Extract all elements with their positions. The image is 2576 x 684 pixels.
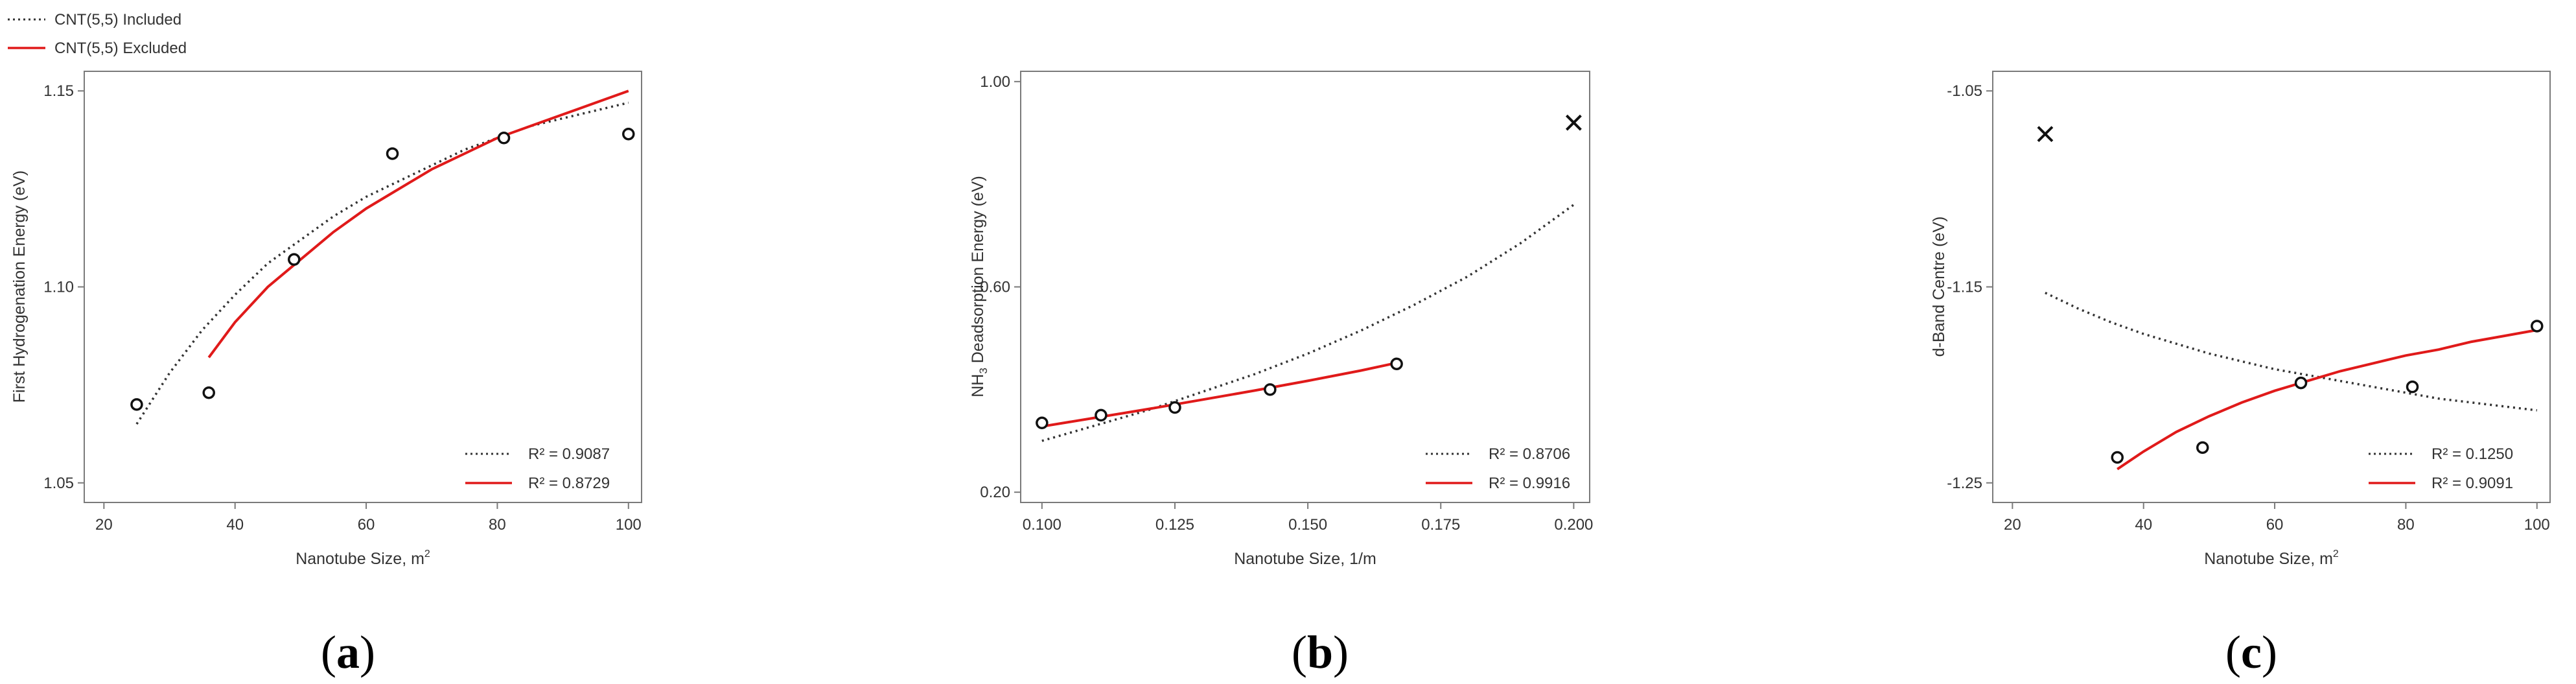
r2-legend-b: R² = 0.8706 R² = 0.9916 (1426, 445, 1570, 492)
data-point (386, 147, 399, 160)
y-tick-label: 1.15 (43, 82, 74, 100)
panel-b: 0.100 0.125 0.150 0.175 0.200 0.20 0.60 1.00 R²… (969, 71, 1593, 678)
legend-excluded-label: CNT(5,5) Excluded (54, 40, 187, 57)
fit-curve-included (1041, 204, 1575, 442)
data-point (202, 386, 215, 399)
x-tick-label: 0.100 (1023, 516, 1062, 534)
fit-curve-excluded (2117, 329, 2538, 471)
r2-included-b: R² = 0.8706 (1489, 445, 1570, 463)
x-tick-label: 40 (2135, 516, 2152, 534)
data-point (622, 127, 635, 141)
x-tick-label: 0.150 (1288, 516, 1327, 534)
y-axis-label-b: NH3 Deadsorption Energy (eV) (969, 176, 990, 397)
data-points-c (2037, 126, 2544, 464)
panel-label-b: (b) (1292, 626, 1349, 678)
panel-label-a: (a) (321, 626, 375, 678)
fit-curves-a (135, 89, 629, 425)
fit-curve-excluded (207, 89, 629, 359)
data-point (1095, 408, 1108, 422)
top-legend: CNT(5,5) Included CNT(5,5) Excluded (8, 11, 187, 57)
y-tick-label: 1.05 (43, 475, 74, 492)
plot-area-a (84, 71, 642, 503)
legend-included-label: CNT(5,5) Included (54, 11, 181, 29)
data-point-excluded (1565, 114, 1582, 131)
data-point (2531, 320, 2544, 333)
y-tick-label: 0.20 (980, 484, 1010, 501)
y-axis-label-c: d-Band Centre (eV) (1930, 217, 1948, 357)
x-tick-label: 60 (358, 516, 375, 534)
data-point (497, 132, 511, 145)
data-point (2111, 451, 2124, 464)
x-tick-label: 60 (2266, 516, 2284, 534)
fit-curves-b (1041, 204, 1575, 442)
r2-excluded-c: R² = 0.9091 (2431, 475, 2513, 492)
data-point-excluded (2037, 126, 2054, 143)
x-tick-label: 80 (2397, 516, 2415, 534)
data-point (1390, 357, 1403, 370)
x-axis-label-a: Nanotube Size, m2 (296, 548, 430, 568)
r2-excluded-b: R² = 0.9916 (1489, 475, 1570, 492)
data-point (1264, 383, 1277, 396)
fit-curve-included (2045, 292, 2538, 412)
r2-legend-a: R² = 0.9087 R² = 0.8729 (465, 445, 610, 492)
axis-ticks-c: 20 40 60 80 100 -1.25 -1.15 -1.05 (1947, 82, 2549, 534)
r2-included-a: R² = 0.9087 (528, 445, 610, 463)
axis-ticks-b: 0.100 0.125 0.150 0.175 0.200 0.20 0.60 1.00 (980, 73, 1593, 534)
x-tick-label: 100 (616, 516, 642, 534)
data-point (1168, 401, 1181, 414)
fit-curves-c (2045, 292, 2538, 471)
plot-area-c (1992, 71, 2551, 503)
data-point (288, 253, 301, 266)
x-tick-label: 20 (95, 516, 113, 534)
r2-excluded-a: R² = 0.8729 (528, 475, 610, 492)
data-point (2294, 376, 2308, 390)
axis-ticks-a: 20 40 60 80 100 1.05 1.10 1.15 (43, 82, 642, 534)
x-tick-label: 100 (2524, 516, 2550, 534)
y-tick-label: -1.25 (1947, 475, 1982, 492)
y-tick-label: -1.05 (1947, 82, 1982, 100)
panel-label-c: (c) (2225, 626, 2277, 678)
y-tick-label: 0.60 (980, 279, 1010, 296)
data-points-a (130, 127, 635, 411)
x-tick-label: 0.200 (1554, 516, 1593, 534)
plot-area-b (1020, 71, 1590, 503)
y-tick-label: 1.00 (980, 73, 1010, 91)
data-point (130, 398, 143, 411)
data-point (2196, 441, 2209, 454)
data-points-b (1036, 114, 1582, 430)
y-axis-label-a: First Hydrogenation Energy (eV) (10, 171, 29, 403)
r2-legend-c: R² = 0.1250 R² = 0.9091 (2369, 445, 2513, 492)
r2-included-c: R² = 0.1250 (2431, 445, 2513, 463)
data-point (2406, 380, 2419, 394)
x-axis-label-c: Nanotube Size, m2 (2204, 548, 2339, 568)
x-tick-label: 40 (226, 516, 244, 534)
y-tick-label: -1.15 (1947, 279, 1982, 296)
fit-curve-included (135, 101, 629, 425)
x-axis-label-b: Nanotube Size, 1/m (1234, 550, 1376, 568)
x-tick-label: 0.175 (1421, 516, 1460, 534)
x-tick-label: 80 (489, 516, 506, 534)
panel-c: 20 40 60 80 100 -1.25 -1.15 -1.05 R² = 0.1250 R… (1930, 71, 2551, 678)
panel-a: 20 40 60 80 100 1.05 1.10 1.15 R² = 0.9087 R² =… (10, 71, 642, 678)
data-point (1036, 416, 1049, 430)
x-tick-label: 20 (2004, 516, 2021, 534)
x-tick-label: 0.125 (1155, 516, 1194, 534)
y-tick-label: 1.10 (43, 279, 74, 296)
